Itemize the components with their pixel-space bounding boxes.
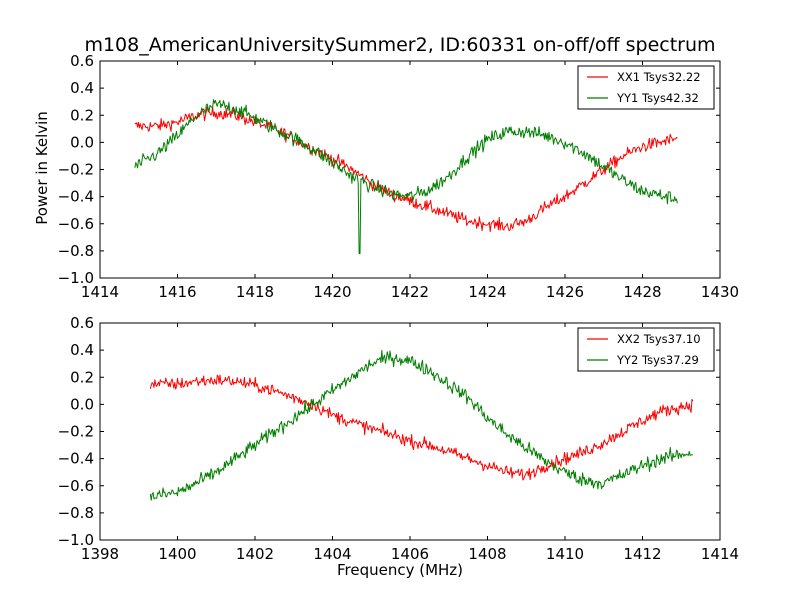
- y-tick-label: 0.4: [70, 341, 94, 359]
- x-tick-label: 1414: [701, 545, 739, 563]
- legend-entry: XX1 Tsys32.22: [617, 70, 701, 84]
- legend-box: [577, 327, 715, 372]
- y-tick-label: −0.6: [58, 477, 94, 495]
- x-tick-label: 1428: [623, 283, 661, 301]
- y-tick-label: −0.2: [58, 161, 94, 179]
- subplot-2: 1398 1400 1402 1404 1406 1408 1410 1412 1414 0.6 0…: [58, 314, 740, 563]
- series-line-green: [149, 349, 693, 501]
- y-tick-label: −1.0: [58, 269, 94, 287]
- x-tick-label: 1426: [546, 283, 584, 301]
- x-tick-label: 1416: [158, 283, 196, 301]
- y-tick-label: −0.6: [58, 215, 94, 233]
- series-line-green: [134, 99, 678, 255]
- x-tick-label: 1418: [236, 283, 274, 301]
- x-tick-label: 1410: [546, 545, 584, 563]
- x-tick-label: 1420: [313, 283, 351, 301]
- y-axis-label: Power in Kelvin: [33, 111, 51, 225]
- x-tick-label: 1404: [313, 545, 351, 563]
- x-tick-label: 1398: [81, 545, 119, 563]
- legend-box: [577, 65, 715, 110]
- legend-entry: YY1 Tsys42.32: [616, 91, 699, 105]
- x-tick-label: 1408: [468, 545, 506, 563]
- x-tick-label: 1422: [391, 283, 429, 301]
- x-tick-label: 1424: [468, 283, 506, 301]
- y-tick-label: −0.4: [58, 188, 94, 206]
- y-tick-label: 0.6: [70, 314, 94, 332]
- y-tick-label: 0.4: [70, 79, 94, 97]
- x-axis-label: Frequency (MHz): [336, 561, 464, 579]
- series-line-red: [134, 106, 678, 233]
- y-tick-label: 0.0: [70, 133, 94, 151]
- y-tick-label: −0.4: [58, 450, 94, 468]
- x-tick-label: 1400: [158, 545, 196, 563]
- plot-area: [149, 349, 694, 501]
- figure-title: m108_AmericanUniversitySummer2, ID:60331…: [84, 34, 716, 56]
- plot-area: [134, 99, 678, 255]
- legend-entry: YY2 Tsys37.29: [616, 353, 699, 367]
- x-tick-label: 1414: [81, 283, 119, 301]
- subplot-1: 1414 1416 1418 1420 1422 1424 1426 1428 1430 0.6 0…: [58, 52, 740, 301]
- y-tick-label: −1.0: [58, 531, 94, 549]
- y-tick-label: −0.2: [58, 423, 94, 441]
- x-tick-label: 1430: [701, 283, 739, 301]
- y-tick-label: 0.0: [70, 395, 94, 413]
- x-tick-label: 1406: [391, 545, 429, 563]
- legend: XX1 Tsys32.22 YY1 Tsys42.32: [577, 65, 715, 110]
- y-tick-label: −0.8: [58, 504, 94, 522]
- y-tick-label: 0.6: [70, 52, 94, 70]
- legend-entry: XX2 Tsys37.10: [617, 332, 701, 346]
- y-tick-label: 0.2: [70, 368, 94, 386]
- y-tick-label: −0.8: [58, 242, 94, 260]
- x-tick-label: 1402: [236, 545, 274, 563]
- series-line-red: [149, 374, 694, 481]
- legend: XX2 Tsys37.10 YY2 Tsys37.29: [577, 327, 715, 372]
- x-tick-label: 1412: [623, 545, 661, 563]
- y-tick-label: 0.2: [70, 106, 94, 124]
